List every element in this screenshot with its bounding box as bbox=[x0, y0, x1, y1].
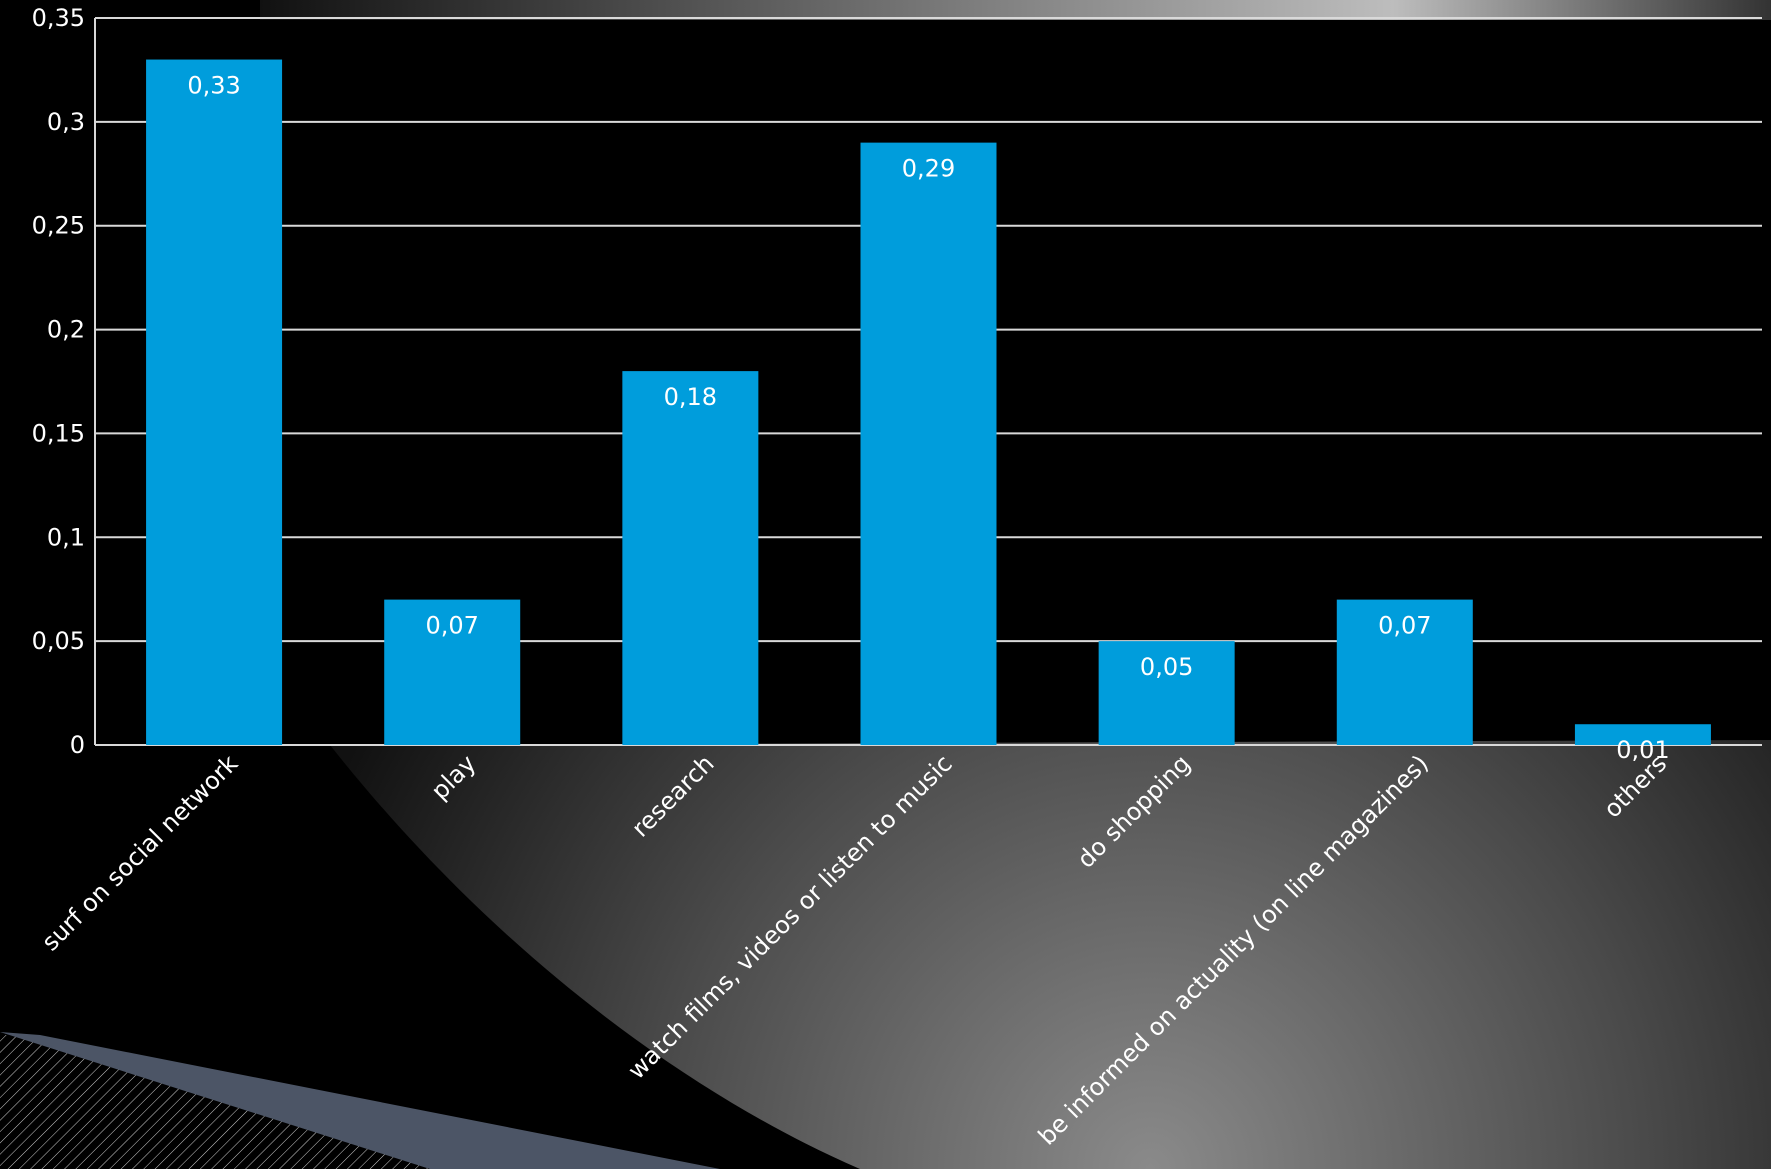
bar bbox=[622, 371, 759, 745]
bar bbox=[146, 59, 283, 746]
bar bbox=[384, 599, 521, 745]
y-tick-label: 0,3 bbox=[47, 108, 85, 136]
grey-swoosh bbox=[330, 740, 1771, 1169]
y-tick-label: 0,15 bbox=[32, 419, 85, 447]
y-tick-label: 0,1 bbox=[47, 523, 85, 551]
x-category-label: do shopping bbox=[1072, 749, 1196, 873]
bar bbox=[1336, 599, 1473, 745]
dark-blue-corner bbox=[0, 1032, 720, 1169]
y-tick-label: 0,25 bbox=[32, 212, 85, 240]
y-axis-ticks: 0 0,05 0,1 0,15 0,2 0,25 0,3 0,35 bbox=[32, 4, 85, 759]
data-label: 0,29 bbox=[902, 155, 955, 183]
data-label: 0,07 bbox=[425, 612, 478, 640]
x-category-label: be informed on actuality (on line magazi… bbox=[1033, 749, 1434, 1150]
data-label: 0,05 bbox=[1140, 653, 1193, 681]
bar bbox=[860, 142, 997, 746]
y-tick-label: 0,2 bbox=[47, 316, 85, 344]
bars bbox=[146, 59, 1711, 746]
x-axis-categories: surf on social network play researchwatch … bbox=[36, 749, 1672, 1150]
bar bbox=[1574, 724, 1711, 745]
data-label: 0,33 bbox=[187, 72, 240, 100]
top-gradient-band bbox=[260, 0, 1771, 20]
x-category-label: research bbox=[626, 749, 719, 842]
bar bbox=[1098, 641, 1235, 745]
data-label: 0,18 bbox=[664, 383, 717, 411]
y-tick-label: 0,05 bbox=[32, 627, 85, 655]
data-label: 0,07 bbox=[1378, 612, 1431, 640]
x-category-label: surf on social network bbox=[36, 749, 243, 956]
y-tick-label: 0 bbox=[70, 731, 85, 759]
data-labels: 0,33 0,07 0,18 0,29 0,05 0,07 0,01 bbox=[187, 72, 1669, 765]
data-label: 0,01 bbox=[1616, 736, 1669, 764]
y-tick-label: 0,35 bbox=[32, 4, 85, 32]
x-category-label: play bbox=[426, 749, 482, 805]
